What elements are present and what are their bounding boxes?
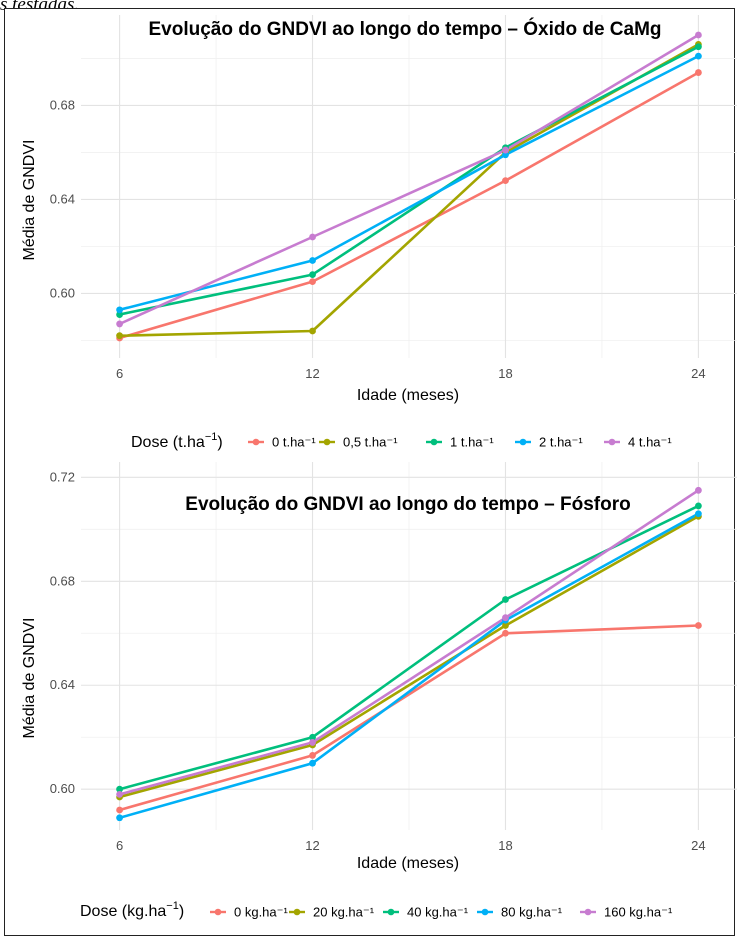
chart-2-legend-key-point bbox=[481, 908, 489, 916]
chart-1-xtick-label: 12 bbox=[305, 366, 319, 381]
chart-2-series-line-2 bbox=[118, 514, 700, 799]
chart-1-series-1-point bbox=[502, 177, 509, 185]
chart-1-ylabel: Média de GNDVI bbox=[21, 140, 38, 261]
chart-1-ytick-label: 0.68 bbox=[50, 97, 75, 112]
figure-frame bbox=[4, 8, 735, 936]
chart-1-series-3-point bbox=[309, 271, 316, 278]
chart-2-series-5-point bbox=[502, 614, 509, 622]
chart-2-series-5-point bbox=[309, 739, 316, 746]
chart-1-series-line-3 bbox=[118, 45, 700, 316]
chart-2-series-1-point bbox=[502, 629, 509, 637]
chart-2-legend-label: 80 kg.ha⁻¹ bbox=[501, 905, 563, 920]
chart-1-series-5-point bbox=[695, 31, 702, 39]
chart-2-xtick-label: 24 bbox=[691, 838, 705, 853]
chart-1-xlabel: Idade (meses) bbox=[357, 387, 459, 404]
chart-2-series-1-point bbox=[309, 752, 316, 759]
chart-2-ytick-label: 0.68 bbox=[50, 573, 75, 588]
chart-1-series-line-4 bbox=[118, 54, 700, 312]
chart-2-series-line-1 bbox=[118, 624, 700, 812]
chart-1-series-1-point bbox=[695, 69, 702, 76]
chart-2-ytick-label: 0.64 bbox=[50, 677, 75, 692]
chart-2-title: Evolução do GNDVI ao longo do tempo – Fó… bbox=[185, 494, 630, 515]
chart-1-ytick-label: 0.64 bbox=[50, 191, 75, 206]
chart-1-series-4-point bbox=[116, 306, 123, 314]
chart-1-legend-key-point bbox=[252, 438, 260, 446]
chart-1-legend-key-point bbox=[519, 438, 527, 446]
chart-1-series-5-point bbox=[309, 233, 316, 241]
chart-1-title: Evolução do GNDVI ao longo do tempo – Óx… bbox=[148, 18, 661, 40]
chart-2-xtick-label: 18 bbox=[498, 838, 512, 853]
chart-2-series-line-4 bbox=[118, 512, 700, 820]
chart-1-legend-label: 2 t.ha⁻¹ bbox=[539, 435, 583, 450]
chart-2-series-4-point bbox=[309, 759, 316, 767]
chart-2-series-1-point bbox=[116, 806, 123, 814]
chart-1-series-4-point bbox=[309, 257, 316, 264]
chart-1-legend-label: 1 t.ha⁻¹ bbox=[450, 435, 494, 450]
chart-1-series-1-point bbox=[309, 278, 316, 286]
chart-1-legend-label: 0,5 t.ha⁻¹ bbox=[343, 435, 398, 450]
chart-1-series-line-5 bbox=[118, 33, 700, 326]
chart-1-series-3-point bbox=[116, 311, 123, 318]
chart-2-legend-key-point bbox=[387, 908, 395, 916]
chart-1-legend-label: 4 t.ha⁻¹ bbox=[628, 435, 672, 450]
chart-1-series-4-point bbox=[695, 52, 702, 60]
chart-2-legend-key-point bbox=[293, 908, 301, 916]
chart-2-legend-label: 40 kg.ha⁻¹ bbox=[407, 905, 469, 920]
chart-2-ytick-label: 0.60 bbox=[50, 781, 75, 796]
chart-2-ylabel: Média de GNDVI bbox=[21, 618, 38, 739]
chart-2-legend-label: 160 kg.ha⁻¹ bbox=[604, 905, 673, 920]
chart-1-series-2-point bbox=[116, 332, 123, 340]
chart-2-series-4-point bbox=[116, 814, 123, 822]
chart-2-ytick-label: 0.72 bbox=[50, 469, 75, 484]
chart-1-series-3-point bbox=[695, 43, 702, 51]
chart-1-series-2-point bbox=[309, 327, 316, 335]
chart-1-series-line-1 bbox=[118, 71, 700, 340]
chart-2-legend-label: 20 kg.ha⁻¹ bbox=[313, 905, 375, 920]
chart-2-series-3-point bbox=[695, 502, 702, 510]
chart-2-legend-key-point bbox=[584, 908, 592, 916]
chart-1-xtick-label: 18 bbox=[498, 366, 512, 381]
chart-1-series-5-point bbox=[502, 146, 509, 154]
chart-2-xlabel: Idade (meses) bbox=[357, 855, 459, 872]
chart-1-series-4-point bbox=[502, 151, 509, 159]
chart-2-series-5-point bbox=[695, 486, 702, 494]
chart-2-legend-key-point bbox=[214, 908, 222, 916]
chart-1-legend-title: Dose (t.ha−1) bbox=[131, 431, 223, 451]
chart-1-legend-key-point bbox=[430, 438, 438, 446]
chart-1-legend-key-point bbox=[323, 438, 331, 446]
chart-1-ytick-label: 0.60 bbox=[50, 285, 75, 300]
chart-1-legend-label: 0 t.ha⁻¹ bbox=[272, 435, 316, 450]
chart-1-xtick-label: 6 bbox=[116, 366, 123, 381]
chart-1-legend-key-point bbox=[608, 438, 616, 446]
chart-1-series-5-point bbox=[116, 320, 123, 328]
chart-2-series-2-point bbox=[502, 622, 509, 629]
chart-2-series-3-point bbox=[502, 596, 509, 603]
chart-2-legend-title: Dose (kg.ha−1) bbox=[80, 900, 184, 920]
chart-2-series-line-5 bbox=[118, 488, 700, 796]
chart-2-xtick-label: 12 bbox=[305, 838, 319, 853]
chart-2-series-3-point bbox=[116, 785, 123, 793]
chart-2-series-1-point bbox=[695, 622, 702, 629]
chart-2-xtick-label: 6 bbox=[116, 838, 123, 853]
chart-2-series-3-point bbox=[309, 733, 316, 741]
chart-1-xtick-label: 24 bbox=[691, 366, 705, 381]
chart-2-series-5-point bbox=[116, 790, 123, 798]
chart-2-series-4-point bbox=[695, 510, 702, 518]
chart-2-legend-label: 0 kg.ha⁻¹ bbox=[234, 905, 289, 920]
